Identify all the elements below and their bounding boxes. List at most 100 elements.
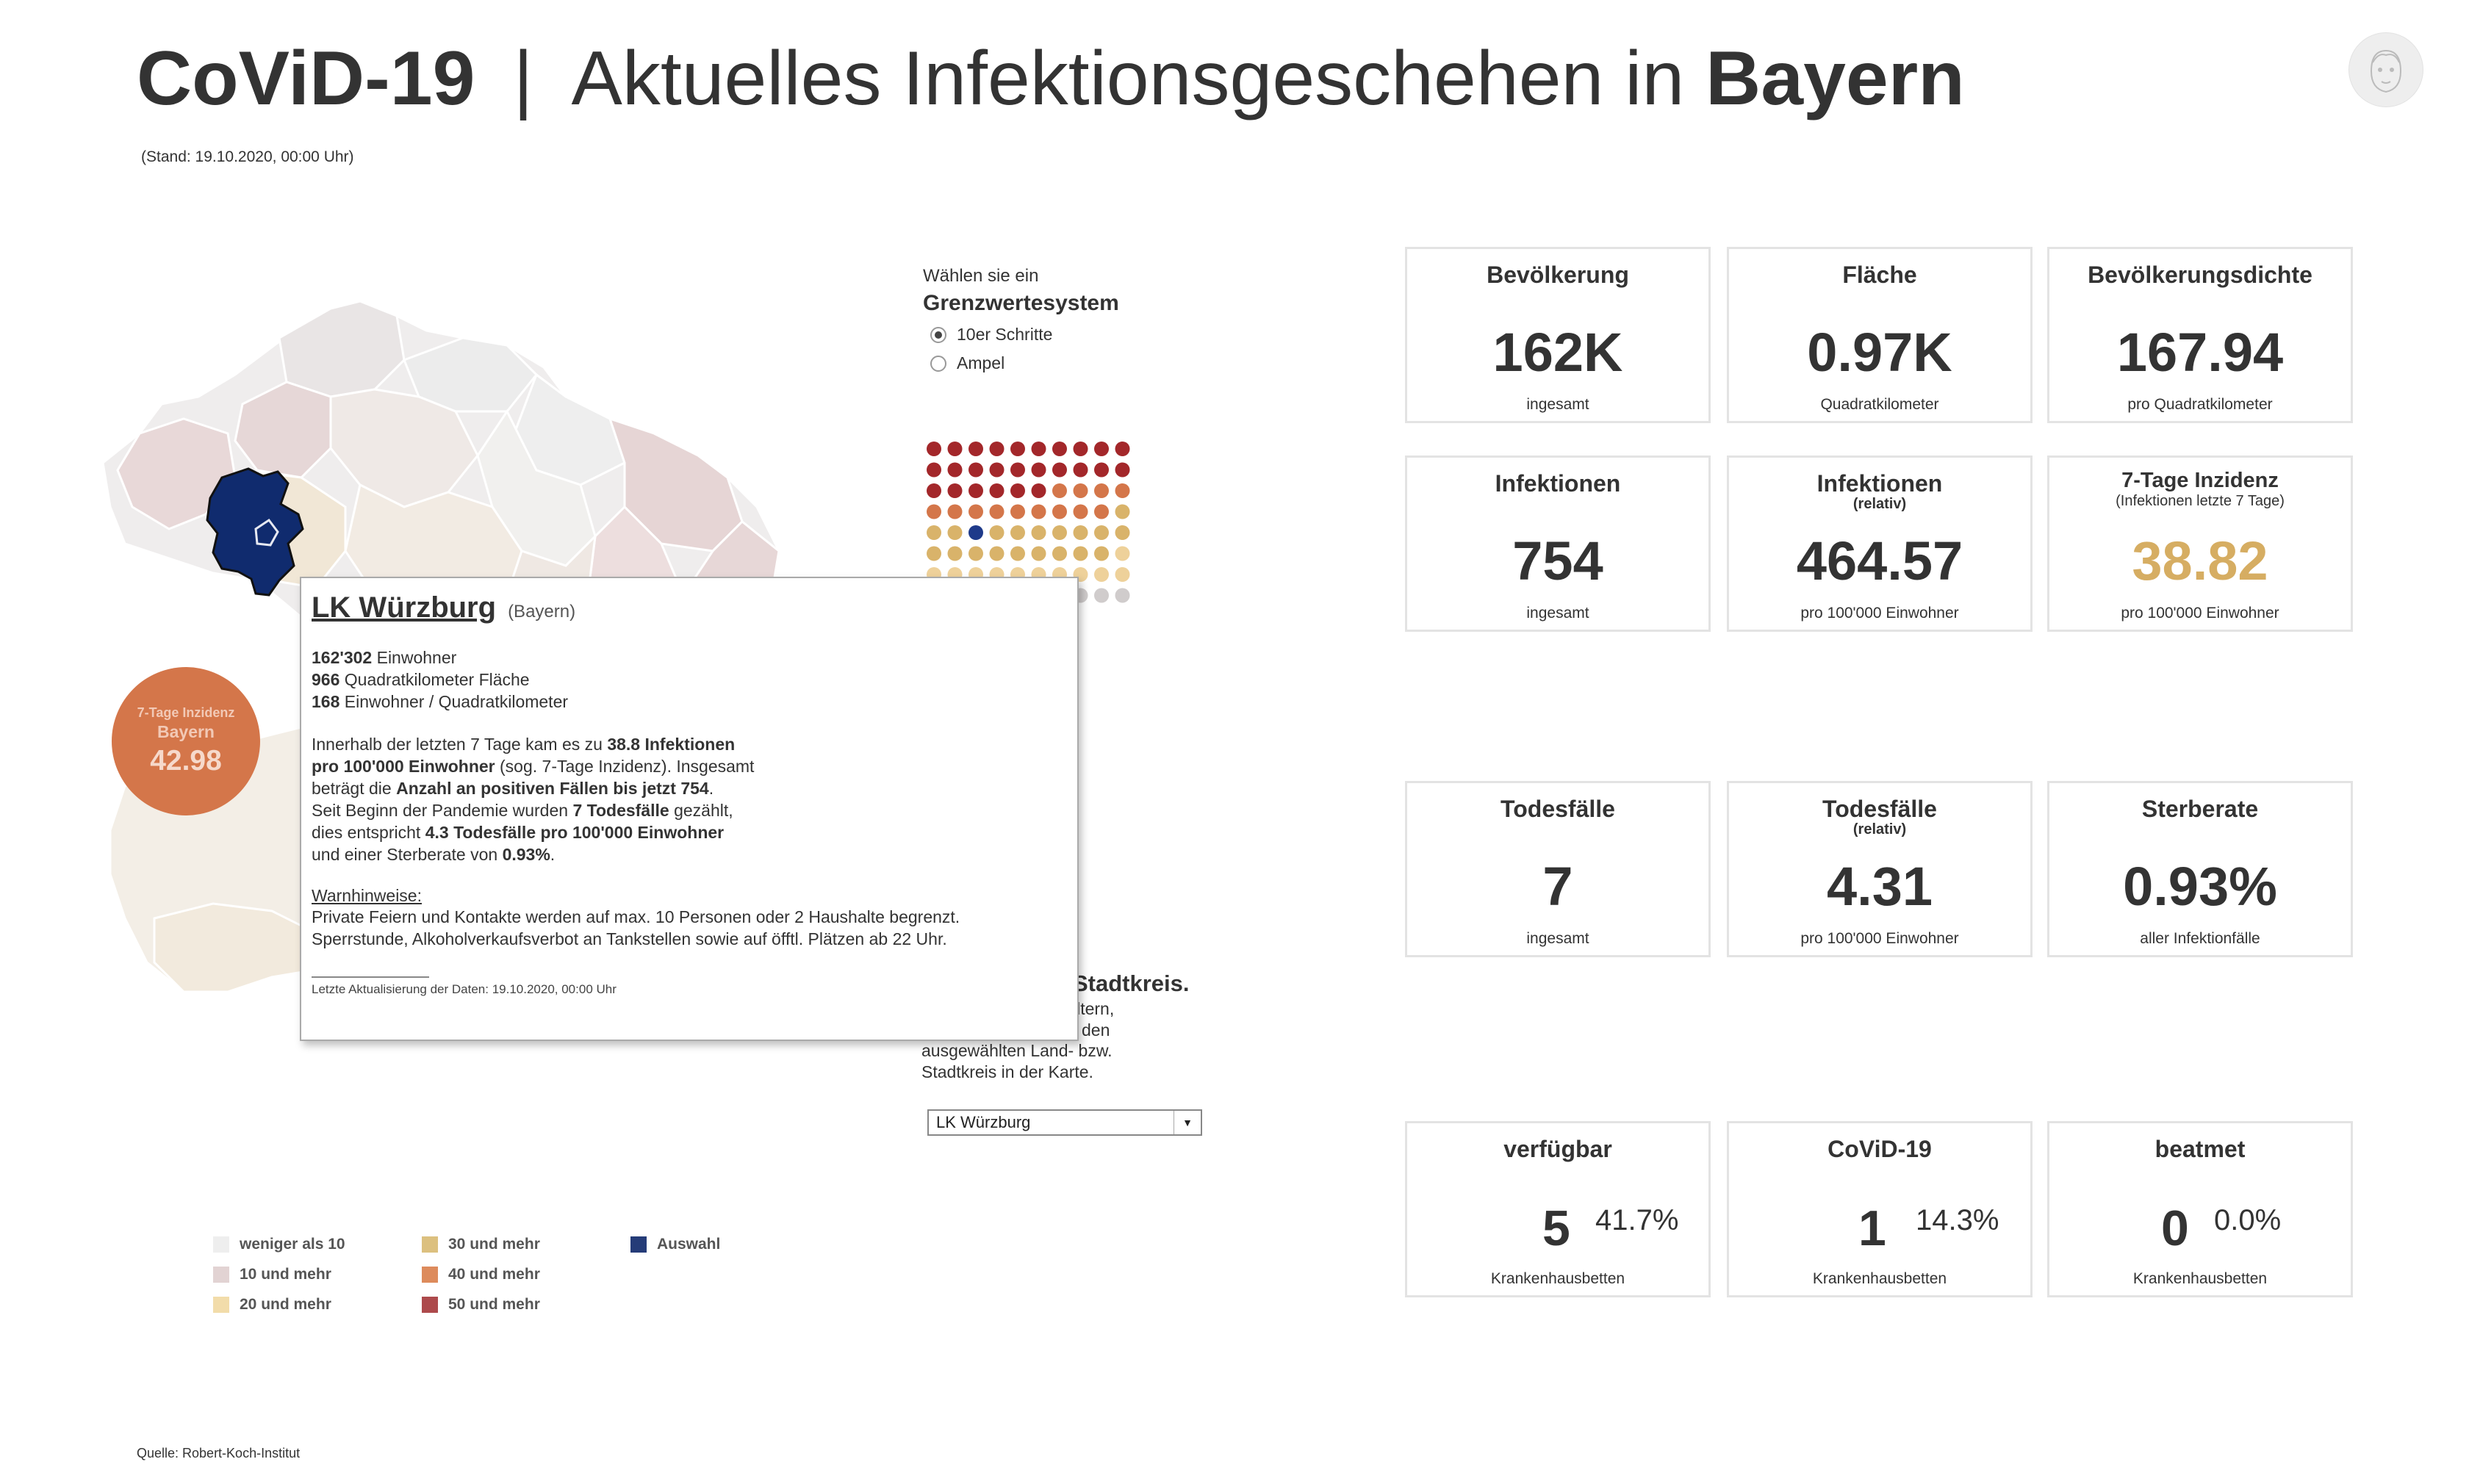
radio-label: 10er Schritte bbox=[957, 325, 1053, 344]
waffle-dot bbox=[1094, 483, 1109, 498]
card-unit: Krankenhausbetten bbox=[1812, 1270, 1947, 1287]
summary-text: . bbox=[708, 779, 714, 798]
radio-10er-schritte[interactable]: 10er Schritte bbox=[923, 325, 1202, 345]
waffle-dot bbox=[1094, 525, 1109, 540]
summary-text: Seit Beginn der Pandemie wurden bbox=[312, 801, 569, 820]
waffle-dot bbox=[1031, 504, 1046, 519]
card-bevoelkerung: Bevölkerung 162K ingesamt bbox=[1405, 247, 1711, 423]
card-unit: pro Quadratkilometer bbox=[2127, 396, 2273, 413]
waffle-dot bbox=[1010, 546, 1025, 561]
threshold-heading: Grenzwertesystem bbox=[923, 291, 1119, 315]
card-todesfaelle: Todesfälle 7 ingesamt bbox=[1405, 781, 1711, 957]
card-value: 4.31 bbox=[1826, 856, 1933, 917]
card-value: 5 bbox=[1542, 1200, 1570, 1256]
card-subtitle: (Infektionen letzte 7 Tage) bbox=[2116, 493, 2285, 509]
card-unit: ingesamt bbox=[1526, 396, 1589, 413]
legend-label: 40 und mehr bbox=[448, 1266, 540, 1283]
legend-item: 40 und mehr bbox=[422, 1266, 540, 1283]
waffle-dot bbox=[1073, 546, 1088, 561]
area-label: Quadratkilometer Fläche bbox=[344, 670, 530, 689]
waffle-dot bbox=[947, 504, 963, 519]
brand-title: CoViD-19 bbox=[137, 36, 475, 121]
card-dichte: Bevölkerungsdichte 167.94 pro Quadratkil… bbox=[2047, 247, 2353, 423]
district-dropdown[interactable]: LK Würzburg ▼ bbox=[927, 1109, 1202, 1136]
radio-button-selected[interactable] bbox=[930, 326, 946, 343]
card-title: CoViD-19 bbox=[1828, 1136, 1932, 1162]
title-separator: | bbox=[513, 36, 533, 121]
waffle-dot bbox=[1031, 462, 1046, 478]
district-dropdown-value: LK Würzburg bbox=[936, 1113, 1031, 1131]
card-title: 7-Tage Inzidenz bbox=[2121, 469, 2279, 492]
divider bbox=[312, 976, 429, 978]
card-unit: pro 100'000 Einwohner bbox=[2121, 605, 2279, 622]
tooltip-title: LK Würzburg bbox=[312, 591, 497, 624]
bubble-label: 7-Tage Inzidenz bbox=[137, 705, 235, 720]
district-panel-text-b: den bbox=[1082, 1020, 1110, 1040]
district-panel-text-c: ausgewählten Land- bzw. bbox=[921, 1041, 1113, 1061]
waffle-dot bbox=[1031, 525, 1046, 540]
incidence-bubble: 7-Tage Inzidenz Bayern 42.98 bbox=[112, 667, 260, 815]
card-percent: 0.0% bbox=[2214, 1204, 2282, 1236]
page-title: CoViD-19 | Aktuelles Infektionsgeschehen i… bbox=[137, 37, 1965, 120]
chevron-down-icon[interactable]: ▼ bbox=[1174, 1111, 1201, 1134]
waffle-dot bbox=[927, 442, 941, 456]
card-sterberate: Sterberate 0.93% aller Infektionfälle bbox=[2047, 781, 2353, 957]
summary-text: (sog. 7-Tage Inzidenz). Insgesamt bbox=[500, 757, 755, 776]
card-title: Todesfälle bbox=[1501, 796, 1615, 822]
waffle-dot bbox=[1073, 504, 1088, 519]
waffle-dot bbox=[989, 504, 1005, 519]
waffle-dot bbox=[1052, 546, 1067, 561]
data-timestamp: (Stand: 19.10.2020, 00:00 Uhr) bbox=[141, 148, 354, 165]
waffle-dot bbox=[1073, 442, 1088, 456]
user-portrait-icon bbox=[2370, 49, 2402, 93]
summary-bold: 38.8 Infektionen bbox=[607, 735, 736, 754]
waffle-dot bbox=[1010, 442, 1025, 456]
waffle-dot bbox=[1115, 525, 1130, 540]
legend-item: 30 und mehr bbox=[422, 1236, 540, 1253]
radio-ampel[interactable]: Ampel bbox=[923, 353, 1202, 373]
summary-text: dies entspricht bbox=[312, 823, 421, 842]
card-todesfaelle-relativ: Todesfälle (relativ) 4.31 pro 100'000 Ei… bbox=[1727, 781, 2033, 957]
legend-item: Auswahl bbox=[630, 1236, 720, 1253]
waffle-dot bbox=[968, 546, 983, 561]
avatar[interactable] bbox=[2348, 32, 2423, 107]
card-value: 1 bbox=[1858, 1200, 1886, 1256]
legend-label: weniger als 10 bbox=[240, 1236, 345, 1253]
waffle-dot bbox=[1094, 462, 1109, 478]
card-value: 754 bbox=[1512, 530, 1603, 591]
radio-label: Ampel bbox=[957, 353, 1005, 372]
waffle-dot bbox=[968, 504, 983, 519]
card-unit: pro 100'000 Einwohner bbox=[1800, 930, 1959, 947]
density-number: 168 bbox=[312, 692, 340, 711]
card-value: 7 bbox=[1542, 856, 1573, 917]
card-unit: Krankenhausbetten bbox=[1490, 1270, 1625, 1287]
legend-swatch bbox=[213, 1297, 229, 1313]
waffle-dot bbox=[1094, 588, 1109, 603]
threshold-system-panel: Wählen sie ein Grenzwertesystem 10er Sch… bbox=[923, 266, 1202, 373]
card-unit: ingesamt bbox=[1526, 605, 1589, 622]
summary-text: beträgt die bbox=[312, 779, 392, 798]
district-panel-text-a: iltern, bbox=[1073, 998, 1115, 1018]
waffle-dot bbox=[1094, 567, 1109, 582]
card-value: 167.94 bbox=[2116, 322, 2284, 383]
waffle-dot bbox=[1031, 546, 1046, 561]
legend-item: 50 und mehr bbox=[422, 1296, 540, 1314]
card-value: 0 bbox=[2161, 1200, 2189, 1256]
waffle-dot-selected bbox=[968, 525, 983, 540]
summary-bold: 7 Todesfälle bbox=[572, 801, 669, 820]
bubble-region: Bayern bbox=[157, 722, 215, 741]
waffle-dot bbox=[1115, 546, 1130, 561]
waffle-dot bbox=[1010, 483, 1025, 498]
waffle-dot bbox=[989, 546, 1005, 561]
summary-bold: 0.93% bbox=[502, 845, 550, 864]
radio-button[interactable] bbox=[930, 355, 946, 372]
card-title: Bevölkerungsdichte bbox=[2088, 262, 2312, 288]
card-percent: 41.7% bbox=[1595, 1204, 1679, 1236]
card-percent: 14.3% bbox=[1916, 1204, 1999, 1236]
waffle-dot bbox=[989, 525, 1005, 540]
waffle-dot bbox=[968, 442, 983, 456]
summary-text: und einer Sterberate von bbox=[312, 845, 498, 864]
waffle-dot bbox=[947, 525, 963, 540]
waffle-dot bbox=[1115, 442, 1130, 456]
legend-item: weniger als 10 bbox=[213, 1236, 345, 1253]
